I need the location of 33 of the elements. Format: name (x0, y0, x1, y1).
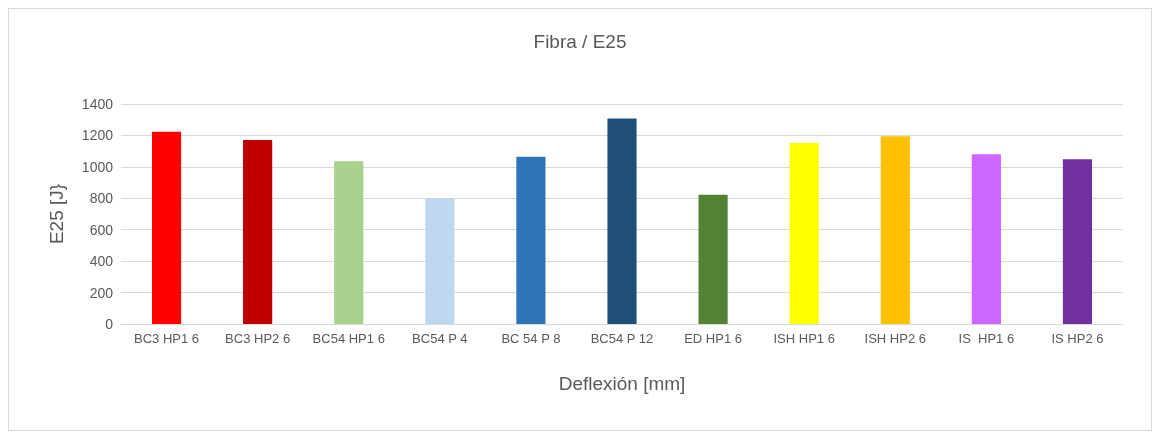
x-tick-label: IS HP1 6 (958, 331, 1015, 346)
bar (971, 154, 1001, 324)
x-tick-label: ED HP1 6 (684, 331, 742, 346)
bar (334, 161, 364, 324)
bar (880, 136, 910, 324)
y-tick-label: 1400 (81, 96, 114, 112)
y-tick-label: 600 (89, 221, 114, 238)
x-tick-label: IS HP2 6 (1051, 331, 1104, 346)
bar (151, 131, 182, 324)
y-tick-label: 0 (105, 316, 114, 332)
x-tick-label: BC54 P 4 (412, 331, 468, 346)
y-tick-label: 400 (89, 253, 114, 270)
x-axis-title: Deflexión [mm] (558, 373, 686, 394)
bar (789, 142, 819, 324)
bar (243, 139, 273, 324)
y-tick-label: 1000 (81, 158, 114, 175)
chart-title: Fibra / E25 (533, 31, 627, 52)
bar (425, 198, 455, 324)
x-tick-label: BC54 HP1 6 (312, 331, 385, 346)
x-tick-label: BC54 P 12 (590, 331, 654, 346)
y-tick-label: 800 (89, 190, 114, 207)
bar (516, 156, 546, 324)
bar (698, 194, 728, 324)
y-axis-title: E25 [J} (46, 183, 67, 245)
y-tick-label: 200 (89, 284, 114, 301)
y-tick-label: 1200 (81, 127, 114, 144)
bar (607, 118, 637, 324)
x-tick-label: BC3 HP2 6 (225, 331, 291, 346)
x-tick-label: ISH HP1 6 (773, 331, 835, 346)
x-tick-label: ISH HP2 6 (864, 331, 926, 346)
x-tick-label: BC3 HP1 6 (134, 331, 200, 346)
bar (1062, 159, 1093, 324)
x-tick-label: BC 54 P 8 (501, 331, 561, 346)
